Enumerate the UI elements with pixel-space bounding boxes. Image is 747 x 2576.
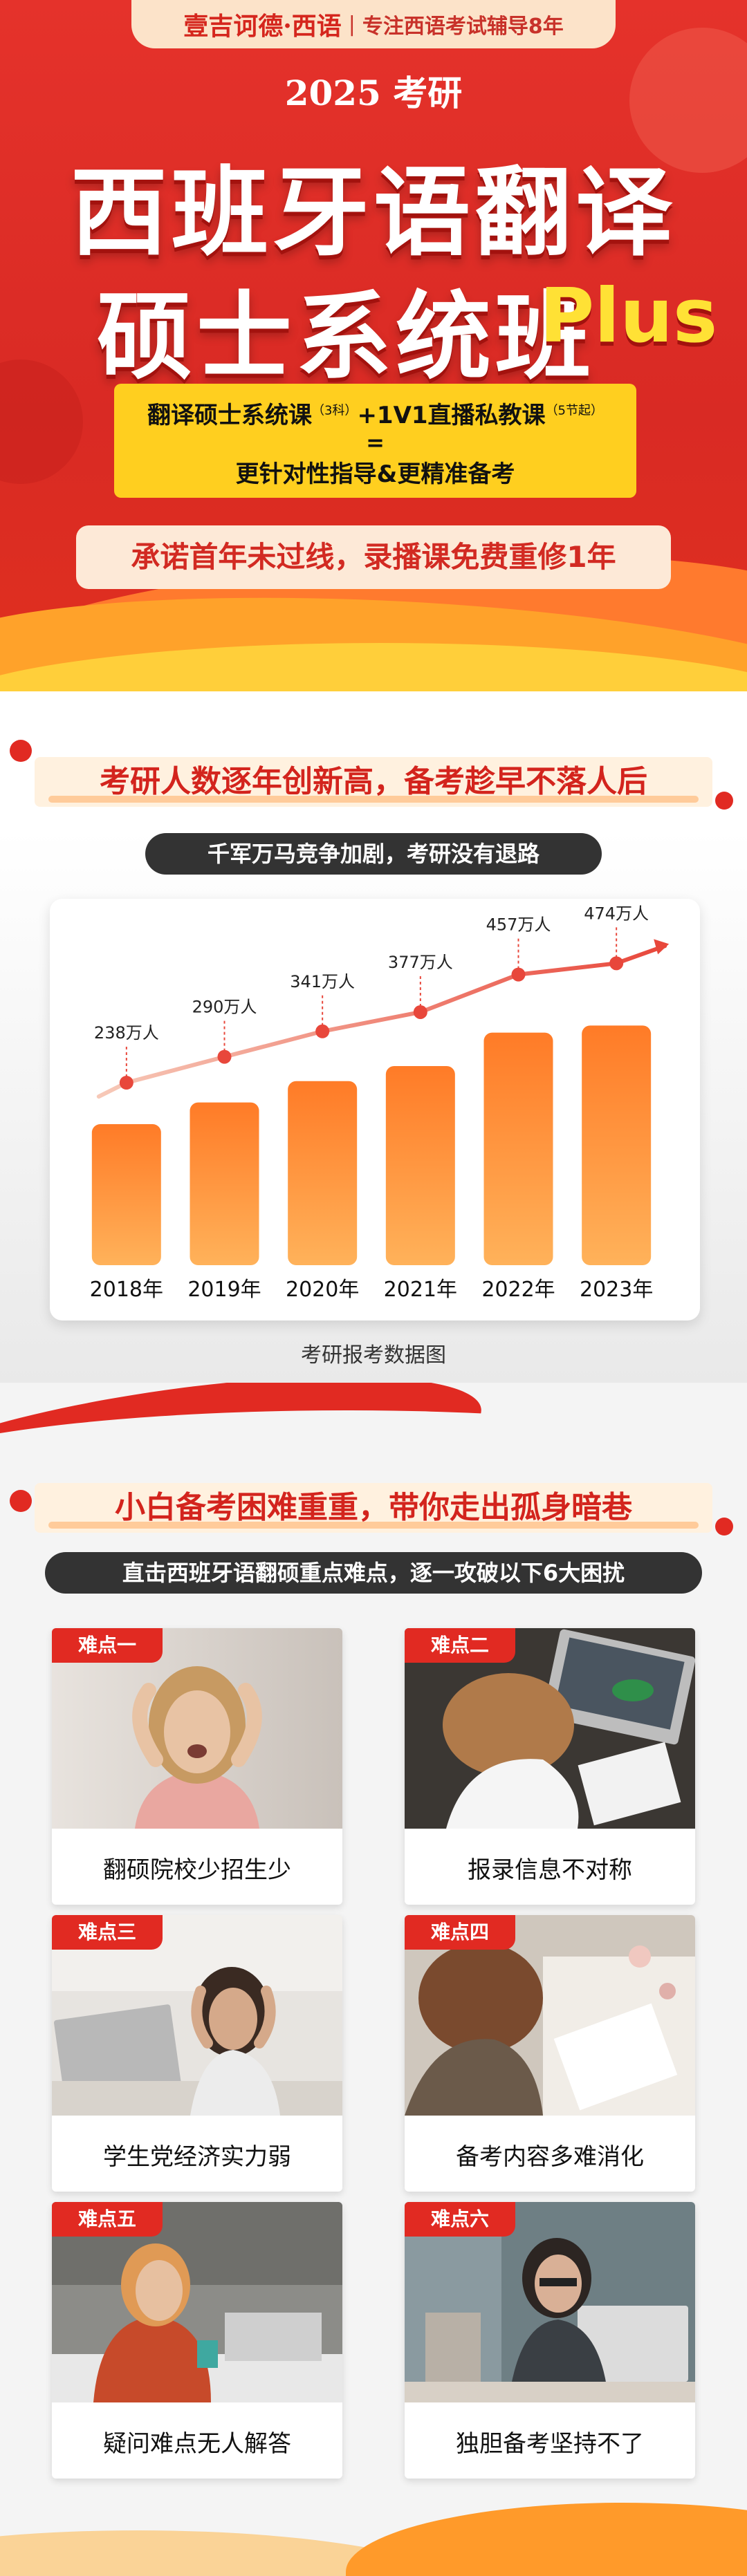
x-tick-label: 2020年 bbox=[286, 1278, 359, 1302]
promise-banner: 承诺首年未过线，录播课免费重修1年 bbox=[76, 525, 671, 589]
data-label: 341万人 bbox=[290, 972, 355, 991]
difficulty-card: 难点二 报录信息不对称 bbox=[405, 1628, 695, 1905]
offer-course-2: +1V1直播私教课 bbox=[357, 402, 546, 429]
frustrated-student-photo bbox=[52, 1915, 342, 2116]
chart-bar bbox=[288, 1081, 358, 1265]
difficulty-caption: 学生党经济实力弱 bbox=[103, 2143, 291, 2171]
x-tick-label: 2018年 bbox=[90, 1278, 163, 1302]
offer-course-1-note: （3科） bbox=[311, 403, 358, 418]
main-title-line2: 硕士系统班 bbox=[96, 281, 595, 393]
trend-arrow-head bbox=[654, 939, 670, 955]
difficulty-caption: 备考内容多难消化 bbox=[456, 2143, 644, 2171]
decor-dot bbox=[715, 1518, 733, 1536]
difficulty-caption: 独胆备考坚持不了 bbox=[456, 2430, 644, 2458]
chart-bar bbox=[483, 1032, 553, 1265]
offer-equals: = bbox=[366, 429, 385, 456]
section2-headline-text: 小白备考困难重重，带你走出孤身暗巷 bbox=[115, 1490, 632, 1525]
trend-point bbox=[413, 1005, 427, 1019]
difficulty-tag: 难点三 bbox=[52, 1915, 163, 1950]
headline-underline bbox=[48, 796, 699, 803]
brand-logo: 壹吉诃德·西语 bbox=[183, 12, 342, 41]
chart-bar bbox=[385, 1065, 455, 1265]
difficulty-card: 难点六 独胆备考坚持不了 bbox=[405, 2202, 695, 2479]
trend-point bbox=[315, 1024, 330, 1038]
decor-dot bbox=[10, 1490, 32, 1512]
trend-line bbox=[96, 944, 667, 1099]
difficulty-caption: 疑问难点无人解答 bbox=[103, 2430, 291, 2458]
decor-circle bbox=[629, 28, 747, 173]
trend-point bbox=[511, 967, 526, 982]
brand-slogan: 专注西语考试辅导8年 bbox=[362, 15, 564, 39]
section1-headline: 考研人数逐年创新高，备考趁早不落人后 bbox=[35, 757, 712, 807]
chart-bar bbox=[190, 1102, 259, 1265]
hero-section: 壹吉诃德·西语 | 专注西语考试辅导8年 2025 考研 西班牙语翻译 硕士系统… bbox=[0, 0, 747, 691]
x-tick-label: 2019年 bbox=[187, 1278, 261, 1302]
section1-pill: 千军万马竞争加剧，考研没有退路 bbox=[145, 833, 602, 875]
laptop-woman-photo bbox=[405, 2202, 695, 2402]
x-tick-label: 2023年 bbox=[580, 1278, 653, 1302]
difficulty-caption: 翻硕院校少招生少 bbox=[103, 1856, 291, 1884]
offer-box: 翻译硕士系统课（3科）+1V1直播私教课（5节起） = 更针对性指导&更精准备考 bbox=[114, 384, 636, 498]
offer-course-2-note: （5节起） bbox=[545, 403, 604, 418]
applicants-chart: 238万人 2018年 290万人 2019年 341万人 2020年 377万人 2021年… bbox=[90, 904, 670, 1302]
chart-bar bbox=[91, 1124, 161, 1265]
difficulty-tag: 难点二 bbox=[405, 1628, 515, 1663]
section1-headline-text: 考研人数逐年创新高，备考趁早不落人后 bbox=[100, 764, 647, 799]
difficulty-tag: 难点六 bbox=[405, 2202, 515, 2237]
competition-section: 考研人数逐年创新高，备考趁早不落人后 千军万马竞争加剧，考研没有退路 238万人… bbox=[0, 691, 747, 1383]
chart-bar bbox=[582, 1025, 652, 1265]
banner-separator: | bbox=[348, 12, 356, 37]
trend-point bbox=[119, 1076, 133, 1090]
section2-headline: 小白备考困难重重，带你走出孤身暗巷 bbox=[35, 1483, 712, 1533]
x-tick-label: 2021年 bbox=[384, 1278, 457, 1302]
plus-badge: Plus bbox=[540, 273, 718, 360]
difficulty-caption: 报录信息不对称 bbox=[468, 1856, 632, 1884]
data-label: 457万人 bbox=[486, 915, 551, 935]
data-label: 377万人 bbox=[388, 953, 453, 972]
difficulty-card: 难点四 备考内容多难消化 bbox=[405, 1915, 695, 2192]
x-tick-label: 2022年 bbox=[481, 1278, 555, 1302]
tired-student-photo bbox=[405, 1628, 695, 1829]
trend-point bbox=[609, 956, 624, 971]
data-label: 238万人 bbox=[94, 1023, 159, 1043]
chart-caption: 考研报考数据图 bbox=[301, 1343, 446, 1368]
data-label: 474万人 bbox=[584, 904, 649, 923]
difficulty-tag: 难点一 bbox=[52, 1628, 163, 1663]
decor-wave bbox=[346, 2503, 747, 2576]
offer-line: 翻译硕士系统课（3科）+1V1直播私教课（5节起） bbox=[114, 396, 636, 430]
difficulty-tag: 难点四 bbox=[405, 1915, 515, 1950]
difficulty-tag: 难点五 bbox=[52, 2202, 163, 2237]
trend-point bbox=[217, 1049, 232, 1064]
year-title: 2025 考研 bbox=[284, 73, 463, 113]
main-title-line1: 西班牙语翻译 bbox=[70, 157, 676, 270]
data-label: 290万人 bbox=[192, 998, 257, 1017]
chart-card: 238万人 2018年 290万人 2019年 341万人 2020年 377万人 2021年… bbox=[50, 899, 700, 1320]
headline-underline bbox=[48, 1522, 699, 1529]
offer-benefit: 更针对性指导&更精准备考 bbox=[235, 460, 515, 488]
decor-dot bbox=[715, 792, 733, 810]
decor-dot bbox=[10, 740, 32, 762]
difficulty-card: 难点五 疑问难点无人解答 bbox=[52, 2202, 342, 2479]
brand-banner: 壹吉诃德·西语 | 专注西语考试辅导8年 bbox=[131, 0, 616, 48]
offer-course-1: 翻译硕士系统课 bbox=[147, 402, 312, 429]
difficulty-card: 难点一 翻硕院校少招生少 bbox=[52, 1628, 342, 1905]
section2-pill: 直击西班牙语翻硕重点难点，逐一攻破以下6大困扰 bbox=[45, 1552, 702, 1594]
difficulties-section: 小白备考困难重重，带你走出孤身暗巷 直击西班牙语翻硕重点难点，逐一攻破以下6大困… bbox=[0, 1383, 747, 2576]
difficulty-card: 难点三 学生党经济实力弱 bbox=[52, 1915, 342, 2192]
